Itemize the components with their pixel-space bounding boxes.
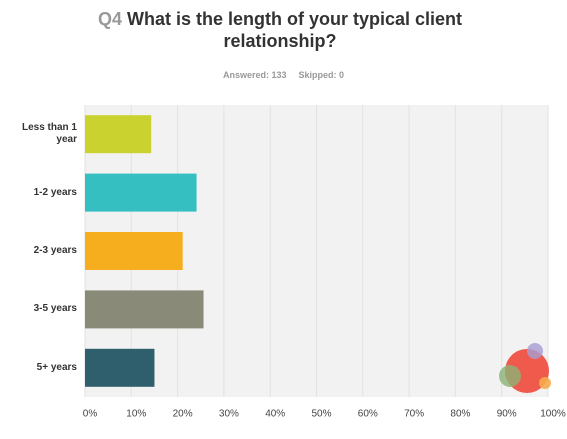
bar [85,173,197,212]
x-tick-label: 0% [83,409,98,420]
skipped: Skipped: 0 [298,70,345,80]
answered: Answered: 133 [222,70,287,80]
x-tick-label: 80% [450,409,470,420]
bar [85,348,155,387]
x-tick-label: 50% [311,409,331,420]
x-tick-label: 20% [173,409,193,420]
subtitle: Answered: 133 Skipped: 0 [0,70,567,80]
bar [85,232,183,270]
x-tick-label: 70% [404,409,424,420]
category-label: 5+ years [36,361,77,373]
x-tick-label: 30% [219,409,239,420]
bar [85,115,152,154]
x-tick-label: 60% [358,409,378,420]
x-tick-label: 90% [497,409,517,420]
category-label: 1-2 years [33,186,77,198]
category-label: Less than 1 year [21,122,77,146]
bar [85,290,204,329]
category-label: 3-5 years [33,303,77,315]
logo [499,343,551,393]
x-tick-label: 10% [126,409,146,420]
category-label: 2-3 years [33,245,77,256]
chart-title-block: Q4 What is the length of your typical cl… [60,8,500,52]
x-tick-label: 40% [265,409,285,420]
x-tick-label: 100% [540,409,566,420]
chart-title: What is the length of your typical clien… [127,9,463,51]
question-number: Q4 [97,9,122,29]
